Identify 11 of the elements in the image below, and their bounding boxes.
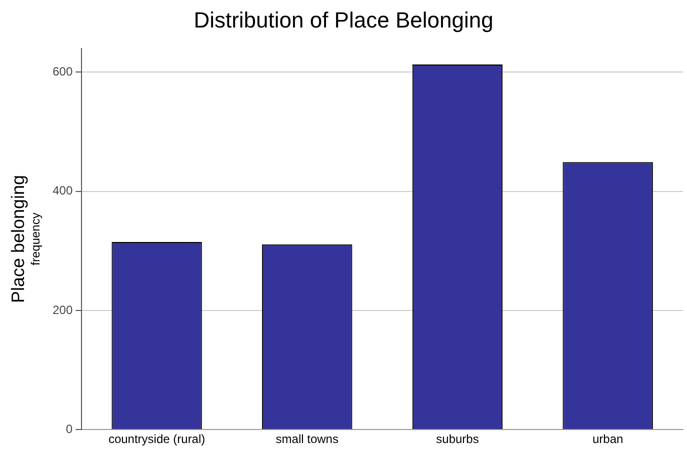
x-tick-label: countryside (rural) [108, 432, 206, 446]
y-axis-title: Place belonging [8, 174, 28, 304]
text: frequency [28, 212, 42, 266]
x-tick-label: suburbs [436, 432, 479, 446]
chart-title: Distribution of Place Belonging [194, 7, 494, 32]
y-tick-label: 200 [52, 302, 73, 317]
y-tick-label: 600 [52, 64, 73, 79]
y-tick-label: 400 [52, 184, 73, 198]
x-tick-label: small towns [276, 432, 338, 446]
x-tick-label: urban [592, 432, 624, 446]
y-tick-label: 0 [66, 422, 73, 436]
